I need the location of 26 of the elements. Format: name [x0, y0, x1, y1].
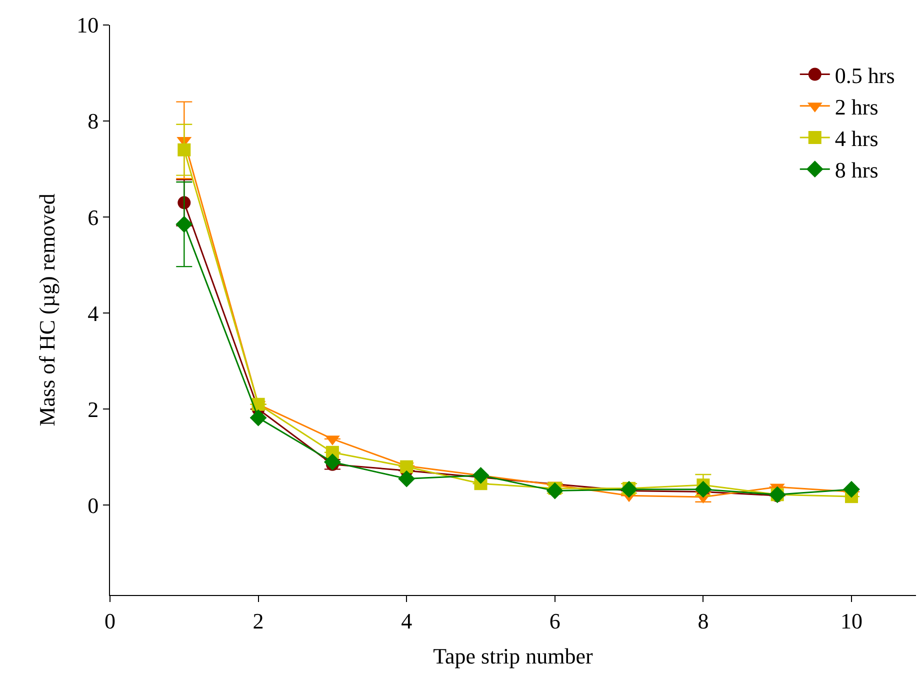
point — [400, 460, 414, 474]
x-tick-label: 2 — [252, 608, 264, 634]
y-tick-label: 8 — [88, 108, 99, 134]
point — [178, 143, 191, 156]
y-axis-title: Mass of HC (µg) removed — [34, 194, 60, 426]
point — [472, 466, 490, 484]
legend-label: 4 hrs — [834, 126, 878, 152]
point — [176, 216, 193, 233]
x-tick-label: 8 — [698, 608, 709, 634]
x-tick-label: 4 — [401, 608, 412, 634]
x-axis-title: Tape strip number — [433, 643, 594, 668]
y-tick-label: 6 — [88, 204, 99, 230]
point — [694, 480, 712, 498]
x-tick-label: 10 — [840, 608, 862, 634]
point — [250, 409, 267, 426]
x-tick-label: 0 — [104, 608, 116, 634]
x-tick-label: 6 — [549, 608, 560, 634]
legend-label: 8 hrs — [834, 158, 878, 183]
legend-label: 2 hrs — [834, 94, 878, 120]
y-tick-label: 0 — [88, 492, 99, 518]
y-tick-label: 2 — [88, 396, 99, 422]
y-tick-label: 4 — [88, 300, 99, 326]
legend-label: 0.5 hrs — [834, 62, 895, 88]
y-tick-label: 10 — [76, 12, 99, 38]
point — [843, 480, 860, 498]
point — [398, 470, 416, 488]
